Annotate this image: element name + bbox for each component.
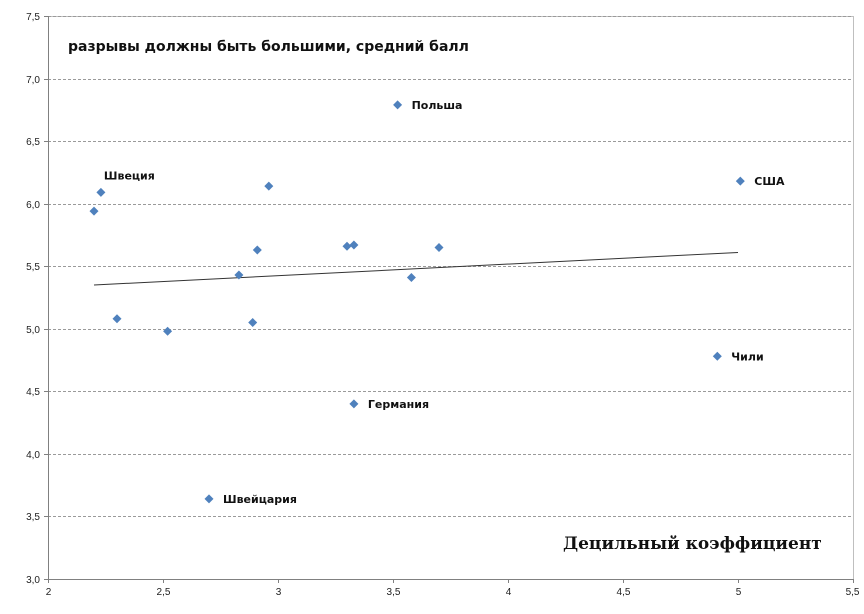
x-tick-label: 5 bbox=[736, 587, 742, 598]
x-axis-label: Децильный коэффициент bbox=[563, 534, 822, 554]
y-tick-label: 6,5 bbox=[26, 137, 40, 148]
y-tick-label: 7,5 bbox=[26, 12, 40, 23]
y-tick-label: 5,0 bbox=[26, 325, 40, 336]
data-point bbox=[96, 187, 106, 197]
y-tick-label: 7,0 bbox=[26, 75, 40, 86]
x-tick-label: 2 bbox=[46, 587, 52, 598]
data-point bbox=[434, 242, 444, 252]
point-labels: Швеция Швейцария Германия Польша Чили США bbox=[104, 99, 785, 506]
data-points bbox=[89, 100, 745, 504]
point-label: Польша bbox=[412, 99, 463, 112]
data-point bbox=[234, 270, 244, 280]
data-point bbox=[349, 240, 359, 250]
point-label: Швейцария bbox=[223, 493, 297, 506]
x-tick-label: 3,5 bbox=[387, 587, 401, 598]
data-point bbox=[264, 181, 274, 191]
x-tick-label: 5,5 bbox=[846, 587, 860, 598]
chart-title: разрывы должны быть большими, средний ба… bbox=[68, 39, 469, 55]
x-tick-label: 4 bbox=[506, 587, 512, 598]
trendline bbox=[93, 251, 739, 286]
data-point bbox=[163, 326, 173, 336]
x-tick-label: 3 bbox=[276, 587, 282, 598]
x-tick-label: 4,5 bbox=[617, 587, 631, 598]
data-point bbox=[248, 318, 258, 328]
data-point bbox=[204, 494, 214, 504]
axes bbox=[44, 16, 854, 583]
data-point bbox=[393, 100, 403, 110]
data-point bbox=[89, 206, 99, 216]
y-tick-label: 4,0 bbox=[26, 450, 40, 461]
data-point bbox=[349, 399, 359, 409]
point-label: Чили bbox=[731, 350, 763, 363]
point-label: Германия bbox=[368, 398, 429, 411]
tick-labels: 3,0 3,5 4,0 4,5 5,0 5,5 6,0 6,5 7,0 7,5 2 2,5 3 3,5 4 4… bbox=[26, 12, 860, 598]
data-point bbox=[112, 314, 122, 324]
y-tick-label: 3,0 bbox=[26, 575, 40, 586]
data-point bbox=[712, 351, 722, 361]
data-point bbox=[252, 245, 262, 255]
x-tick-label: 2,5 bbox=[157, 587, 171, 598]
point-label: Швеция bbox=[104, 169, 155, 182]
y-tick-label: 3,5 bbox=[26, 512, 40, 523]
point-label: США bbox=[754, 175, 785, 188]
trendline-group bbox=[93, 251, 739, 286]
y-tick-label: 4,5 bbox=[26, 387, 40, 398]
data-point bbox=[406, 272, 416, 282]
y-tick-label: 5,5 bbox=[26, 262, 40, 273]
data-point bbox=[342, 241, 352, 251]
data-point bbox=[735, 176, 745, 186]
y-tick-label: 6,0 bbox=[26, 200, 40, 211]
